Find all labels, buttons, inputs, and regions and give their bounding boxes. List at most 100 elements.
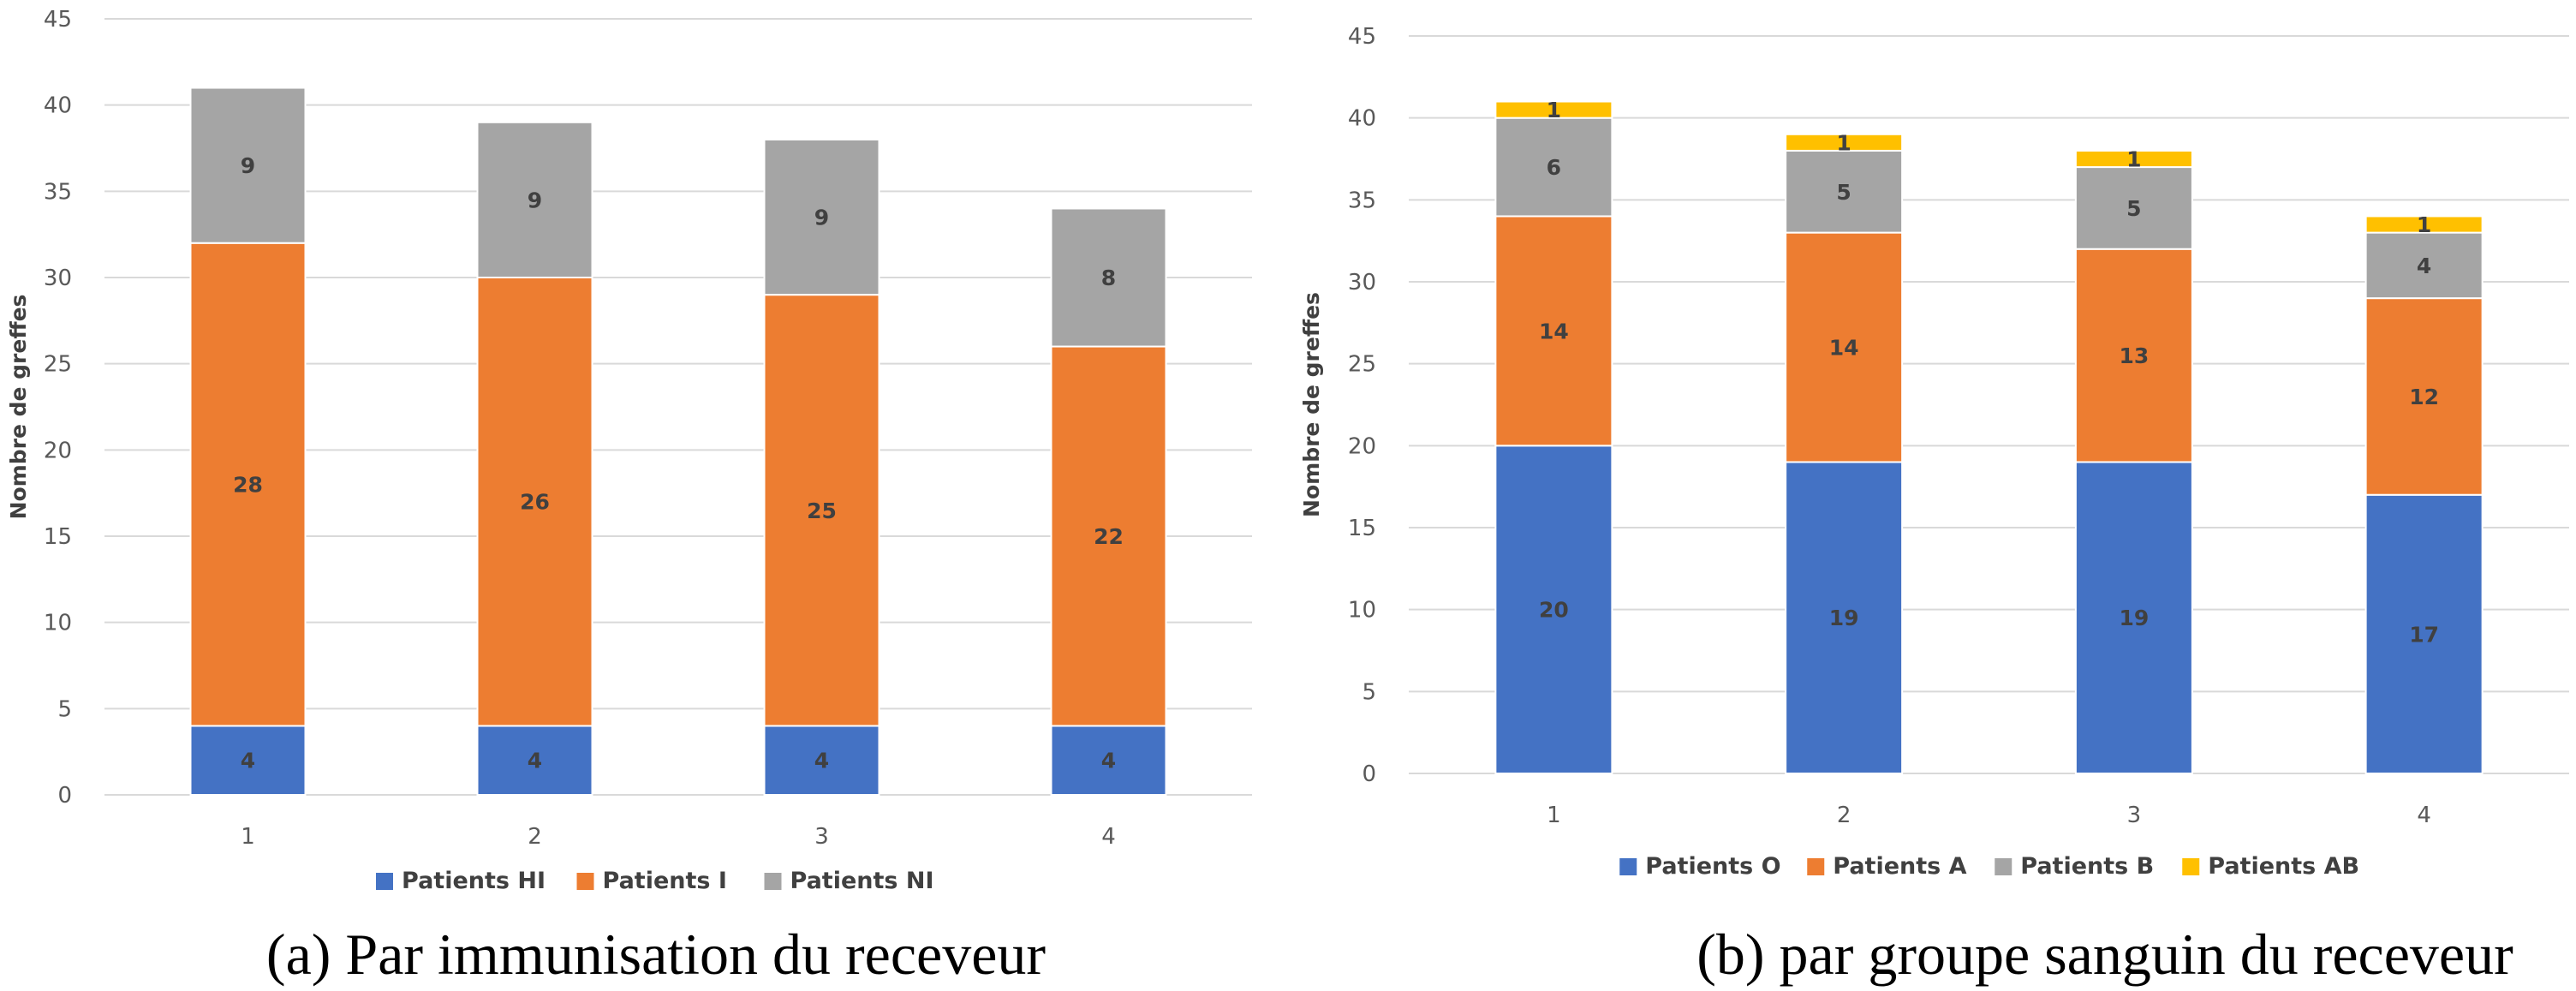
data-label: 4 [241, 749, 255, 773]
data-label: 5 [1836, 180, 1851, 205]
legend-swatch [1807, 858, 1825, 875]
y-axis-title: Nombre de greffes [6, 295, 31, 520]
x-tick-label: 1 [1547, 803, 1561, 828]
bar-segment-patients-i-3 [763, 294, 880, 727]
legend-label: Patients I [603, 868, 727, 894]
y-tick-label: 0 [57, 783, 72, 809]
data-label: 14 [1539, 319, 1569, 343]
x-tick-label: 2 [1837, 803, 1852, 828]
caption-b: (b) par groupe sanguin du receveur [1696, 922, 2513, 987]
legend-label: Patients AB [2208, 853, 2359, 880]
y-tick-label: 5 [1362, 679, 1376, 705]
data-label: 9 [528, 188, 542, 212]
x-tick-label: 4 [1101, 824, 1116, 850]
y-tick-label: 40 [1348, 106, 1376, 132]
y-tick-label: 25 [1348, 352, 1376, 378]
data-label: 19 [2119, 606, 2149, 630]
legend-label: Patients O [1645, 853, 1780, 880]
legend: Patients HI Patients I Patients NI [376, 868, 934, 894]
y-tick-label: 20 [1348, 433, 1376, 459]
data-label: 4 [814, 749, 829, 773]
data-label: 25 [807, 498, 837, 523]
data-label: 1 [1836, 130, 1851, 155]
legend-label: Patients A [1833, 853, 1966, 880]
y-tick-label: 30 [44, 266, 72, 291]
bar-segment-patients-ni-4 [1050, 207, 1167, 348]
bar-segment-patients-i-1 [189, 242, 307, 727]
y-tick-label: 40 [44, 93, 72, 119]
bar-segment-patients-ab-1 [1494, 100, 1613, 119]
y-tick-label: 10 [1348, 598, 1376, 624]
bar-segment-patients-b-1 [1494, 116, 1613, 218]
y-tick-label: 30 [1348, 270, 1376, 296]
x-tick-label: 3 [2127, 803, 2142, 828]
data-label: 9 [814, 206, 829, 230]
data-label: 5 [2126, 196, 2141, 221]
y-tick-label: 5 [57, 696, 72, 722]
data-label: 8 [1101, 266, 1116, 290]
bar-segment-patients-i-4 [1050, 345, 1167, 727]
data-label: 28 [233, 473, 263, 498]
data-label: 4 [528, 749, 542, 773]
caption-a: (a) Par immunisation du receveur [266, 922, 1046, 987]
x-tick-label: 4 [2417, 803, 2431, 828]
y-tick-label: 35 [1348, 188, 1376, 213]
y-tick-label: 20 [44, 438, 72, 463]
legend-swatch [1995, 858, 2012, 875]
data-label: 1 [2126, 147, 2141, 172]
data-label: 17 [2409, 622, 2439, 647]
data-label: 19 [1829, 606, 1859, 630]
x-tick-label: 2 [528, 824, 542, 850]
y-tick-label: 45 [1348, 24, 1376, 50]
bar-segment-patients-a-3 [2074, 248, 2193, 463]
data-label: 12 [2409, 385, 2439, 409]
bar-segment-patients-hi-4 [1050, 725, 1167, 797]
legend-swatch [376, 873, 393, 890]
bar-segment-patients-ab-3 [2074, 149, 2193, 169]
bar-segment-patients-a-1 [1494, 215, 1613, 447]
y-tick-label: 15 [44, 524, 72, 550]
bar-segment-patients-o-3 [2074, 461, 2193, 774]
legend-label: Patients B [2020, 853, 2154, 880]
y-tick-label: 10 [44, 611, 72, 636]
y-tick-label: 35 [44, 179, 72, 205]
legend-label: Patients NI [790, 868, 934, 894]
bar-segment-patients-ab-2 [1785, 133, 1904, 152]
x-tick-label: 1 [241, 824, 255, 850]
bar-segment-patients-a-4 [2364, 297, 2484, 496]
bar-segment-patients-hi-3 [763, 725, 880, 797]
y-tick-label: 15 [1348, 516, 1376, 541]
bar-segment-patients-a-2 [1785, 231, 1904, 463]
data-label: 6 [1547, 155, 1561, 180]
data-label: 4 [1101, 749, 1116, 773]
legend-swatch [2182, 858, 2200, 875]
bar-segment-patients-ni-3 [763, 138, 880, 296]
bar-segment-patients-hi-2 [476, 725, 593, 797]
data-label: 1 [2417, 212, 2431, 237]
legend-swatch [576, 873, 594, 890]
data-label: 4 [2417, 254, 2431, 278]
data-label: 14 [1829, 336, 1859, 361]
legend-label: Patients HI [402, 868, 546, 894]
bar-segment-patients-o-4 [2364, 493, 2484, 774]
y-tick-label: 0 [1362, 761, 1376, 787]
legend: Patients O Patients A Patients B Patients A… [1619, 853, 2359, 880]
bar-segment-patients-o-1 [1494, 445, 1613, 774]
data-label: 26 [520, 490, 550, 515]
legend-swatch [1619, 858, 1637, 875]
x-tick-label: 3 [814, 824, 829, 850]
data-label: 1 [1547, 98, 1561, 122]
bar-segment-patients-ni-2 [476, 121, 593, 278]
data-label: 22 [1094, 524, 1124, 549]
bar-segment-patients-i-2 [476, 277, 593, 727]
data-label: 13 [2119, 343, 2149, 368]
y-tick-label: 45 [44, 7, 72, 33]
y-tick-label: 25 [44, 352, 72, 378]
y-axis-title: Nombre de greffes [1299, 292, 1324, 517]
legend-swatch [764, 873, 782, 890]
bar-segment-patients-ni-1 [189, 87, 307, 244]
bar-segment-patients-ab-4 [2364, 215, 2484, 234]
